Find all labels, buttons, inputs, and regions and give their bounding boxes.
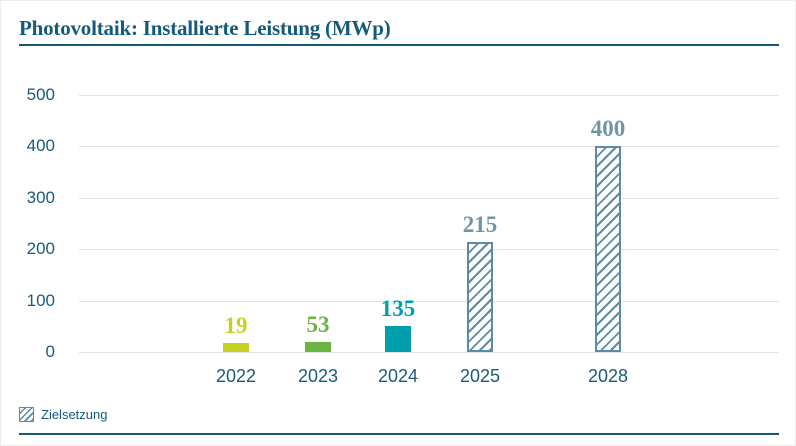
bar-2024: [385, 325, 411, 353]
y-tick-label-200: 200: [26, 239, 55, 259]
x-tick-label-2025: 2025: [459, 366, 501, 386]
legend: Zielsetzung: [19, 407, 107, 422]
gridline-400: [79, 146, 779, 148]
gridline-500: [79, 94, 779, 96]
bar-2023: [305, 341, 331, 353]
chart-title: Photovoltaik: Installierte Leistung (MWp…: [19, 16, 391, 40]
gridline-100: [79, 300, 779, 302]
y-tick-label-300: 300: [26, 187, 55, 207]
bar-2022: [223, 342, 249, 353]
bar-value-2028: 400: [590, 116, 626, 142]
hatched-swatch-icon: [19, 407, 34, 422]
y-tick-label-100: 100: [26, 290, 55, 310]
bar-value-2024: 135: [380, 295, 416, 321]
x-tick-label-2028: 2028: [587, 366, 629, 386]
bar-2025: [467, 241, 493, 353]
y-tick-label-0: 0: [45, 342, 55, 362]
gridline-0: [79, 352, 779, 354]
gridline-200: [79, 249, 779, 251]
x-tick-label-2022: 2022: [215, 366, 257, 386]
bar-2028: [595, 146, 621, 353]
bar-value-2022: 19: [224, 312, 248, 338]
bar-value-2023: 53: [306, 311, 330, 337]
x-tick-label-2024: 2024: [377, 366, 419, 386]
y-tick-label-400: 400: [26, 136, 55, 156]
legend-label: Zielsetzung: [41, 407, 108, 422]
title-underline: [19, 44, 779, 46]
gridline-300: [79, 197, 779, 199]
y-tick-label-500: 500: [26, 84, 55, 104]
bottom-rule: [19, 433, 779, 435]
x-tick-label-2023: 2023: [297, 366, 339, 386]
bar-value-2025: 215: [462, 211, 498, 237]
